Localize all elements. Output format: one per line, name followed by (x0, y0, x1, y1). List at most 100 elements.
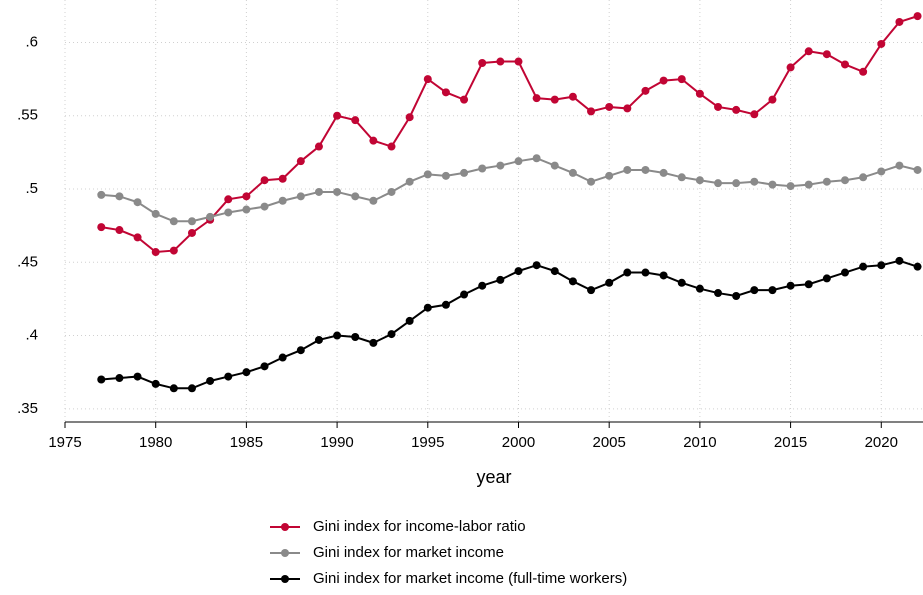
data-point (568, 168, 577, 177)
data-point (97, 190, 106, 199)
legend-marker (281, 575, 289, 583)
data-point (768, 180, 777, 189)
data-point (151, 379, 160, 388)
data-point (841, 176, 849, 185)
data-point (587, 286, 596, 295)
data-point (206, 212, 215, 221)
data-point (460, 95, 469, 104)
data-point (859, 262, 868, 271)
data-point (714, 289, 723, 298)
data-point (333, 331, 342, 340)
legend-marker (281, 549, 289, 557)
data-point (532, 94, 541, 103)
data-point (550, 95, 559, 104)
data-point (423, 75, 432, 84)
data-point (822, 50, 831, 59)
data-point (97, 223, 106, 232)
data-point (278, 196, 287, 205)
y-tick-label: .5 (25, 180, 38, 197)
data-point (641, 165, 650, 174)
series-line (101, 259, 918, 390)
data-point (877, 167, 886, 176)
y-tick-label: .55 (17, 107, 38, 124)
data-point (133, 198, 142, 207)
data-point (695, 284, 704, 293)
data-point (804, 180, 813, 189)
data-point (405, 316, 414, 325)
data-point (333, 111, 342, 120)
data-point (786, 182, 795, 191)
data-point (822, 274, 831, 283)
data-point (260, 176, 269, 185)
x-tick-label: 1985 (230, 434, 263, 451)
data-point (405, 177, 414, 186)
data-point (714, 179, 723, 188)
series-line (101, 157, 918, 223)
data-point (296, 346, 305, 355)
data-point (695, 176, 704, 185)
data-point (387, 330, 396, 339)
data-point (659, 76, 668, 85)
data-point (786, 63, 795, 72)
legend-label: Gini index for market income (full-time … (313, 570, 627, 587)
data-point (587, 107, 596, 116)
data-point (441, 171, 450, 180)
data-point (550, 267, 559, 276)
data-point (841, 268, 849, 277)
data-point (369, 136, 378, 145)
data-point (877, 261, 886, 270)
data-point (605, 171, 614, 180)
data-point (641, 268, 650, 277)
x-tick-label: 1990 (320, 434, 353, 451)
x-tick-label: 1995 (411, 434, 444, 451)
data-point (677, 173, 686, 182)
legend-label: Gini index for income-labor ratio (313, 518, 526, 535)
x-tick-label: 2015 (774, 434, 807, 451)
data-point (859, 173, 868, 182)
data-point (278, 353, 287, 362)
data-point (804, 47, 813, 56)
data-point (768, 95, 777, 104)
data-point (532, 261, 541, 270)
data-point (423, 303, 432, 312)
x-tick-label: 2005 (592, 434, 625, 451)
y-tick-label: .6 (25, 33, 38, 50)
data-point (242, 205, 251, 214)
data-point (768, 286, 777, 295)
data-point (351, 116, 360, 125)
data-point (677, 278, 686, 287)
data-point (732, 179, 741, 188)
data-point (314, 335, 323, 344)
data-point (133, 372, 142, 381)
legend-label: Gini index for market income (313, 544, 504, 561)
data-point (187, 384, 196, 393)
data-point (623, 268, 632, 277)
data-point (423, 170, 432, 179)
data-point (623, 165, 632, 174)
data-point (460, 168, 469, 177)
data-point (913, 12, 922, 21)
data-point (804, 280, 813, 289)
data-point (786, 281, 795, 290)
data-point (242, 192, 251, 201)
data-point (514, 157, 523, 166)
data-point (296, 157, 305, 166)
x-tick-label: 2020 (865, 434, 898, 451)
data-point (568, 277, 577, 286)
data-point (913, 262, 922, 271)
data-point (351, 192, 360, 201)
data-point (260, 362, 269, 371)
x-tick-label: 2000 (502, 434, 535, 451)
data-point (550, 161, 559, 170)
data-point (822, 177, 831, 186)
data-point (877, 39, 886, 48)
data-point (405, 113, 414, 122)
data-point (532, 154, 541, 163)
data-point (441, 88, 450, 97)
data-point (441, 300, 450, 309)
data-point (478, 59, 487, 68)
data-point (296, 192, 305, 201)
data-point (605, 102, 614, 111)
y-tick-label: .35 (17, 400, 38, 417)
